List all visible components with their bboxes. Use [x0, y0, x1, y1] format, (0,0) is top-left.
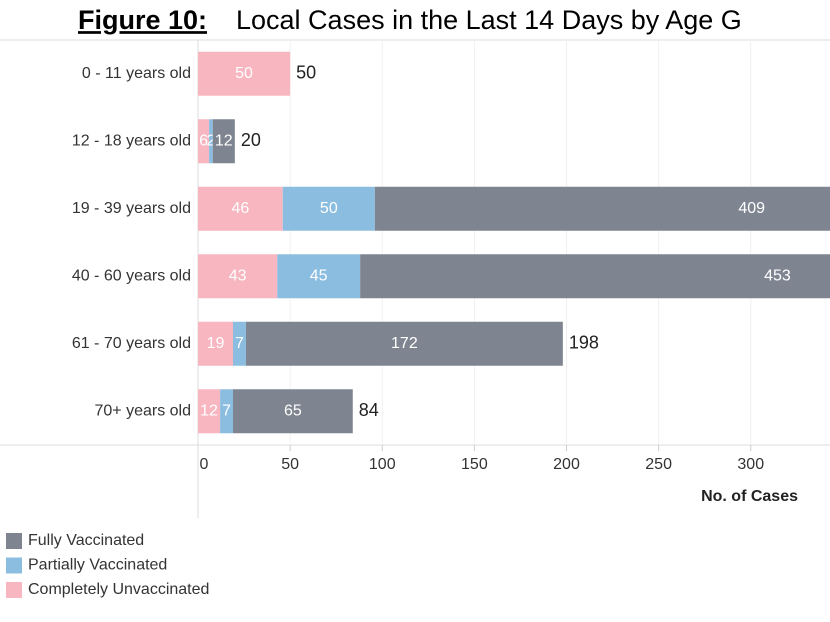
legend-swatch — [6, 557, 22, 574]
bar-segment — [198, 321, 234, 366]
bar-segment — [282, 186, 375, 231]
bar-segment — [245, 321, 563, 366]
bar-segment — [198, 254, 278, 299]
y-tick-label: 70+ years old — [94, 402, 191, 419]
legend-label: Partially Vaccinated — [28, 557, 167, 574]
segment-label: 12 — [215, 132, 233, 149]
bar-segment — [220, 389, 234, 434]
legend-label: Fully Vaccinated — [28, 532, 144, 549]
y-tick-label: 19 - 39 years old — [72, 200, 191, 217]
segment-label: 6 — [199, 132, 208, 149]
y-tick-label: 40 - 60 years old — [72, 267, 191, 284]
x-tick-label: 0 — [200, 456, 209, 473]
total-label: 198 — [569, 333, 599, 353]
segment-label: 7 — [235, 335, 244, 352]
chart-title: Local Cases in the Last 14 Days by Age G — [236, 5, 742, 35]
y-tick-label: 0 - 11 years old — [82, 65, 191, 82]
bar-segment — [198, 119, 210, 164]
segment-label: 45 — [310, 267, 328, 284]
bar-segment — [360, 254, 830, 299]
bar-segment — [198, 51, 291, 96]
total-label: 84 — [359, 400, 379, 420]
segment-label: 2 — [206, 132, 215, 149]
segment-label: 7 — [222, 402, 231, 419]
x-tick-label: 50 — [281, 456, 299, 473]
segment-label: 50 — [235, 65, 253, 82]
x-tick-label: 150 — [461, 456, 488, 473]
title-prefix: Figure 10: — [78, 5, 207, 35]
x-tick-label: 100 — [369, 456, 396, 473]
bar-segment — [212, 119, 235, 164]
bar-segment — [233, 389, 353, 434]
bar-segment — [277, 254, 361, 299]
legend-label: Completely Unvaccinated — [28, 581, 209, 598]
bar-segment — [233, 321, 246, 366]
segment-label: 409 — [738, 200, 765, 217]
legend-swatch — [6, 582, 22, 598]
segment-label: 12 — [200, 402, 218, 419]
segment-label: 50 — [320, 200, 338, 217]
segment-label: 19 — [207, 335, 225, 352]
x-tick-label: 250 — [645, 456, 672, 473]
legend-swatch — [6, 533, 22, 549]
bar-segment — [198, 186, 283, 231]
y-tick-label: 61 - 70 years old — [72, 335, 191, 352]
segment-label: 65 — [284, 402, 302, 419]
x-tick-label: 300 — [737, 456, 764, 473]
total-label: 20 — [241, 130, 261, 150]
segment-label: 172 — [391, 335, 418, 352]
x-axis-label: No. of Cases — [701, 488, 798, 505]
total-label: 50 — [296, 63, 316, 83]
bar-segment — [209, 119, 213, 164]
y-tick-label: 12 - 18 years old — [72, 132, 191, 149]
x-tick-label: 200 — [553, 456, 580, 473]
bar-segment — [198, 389, 221, 434]
bar-segment — [374, 186, 830, 231]
segment-label: 453 — [764, 267, 791, 284]
segment-label: 43 — [229, 267, 247, 284]
segment-label: 46 — [231, 200, 249, 217]
